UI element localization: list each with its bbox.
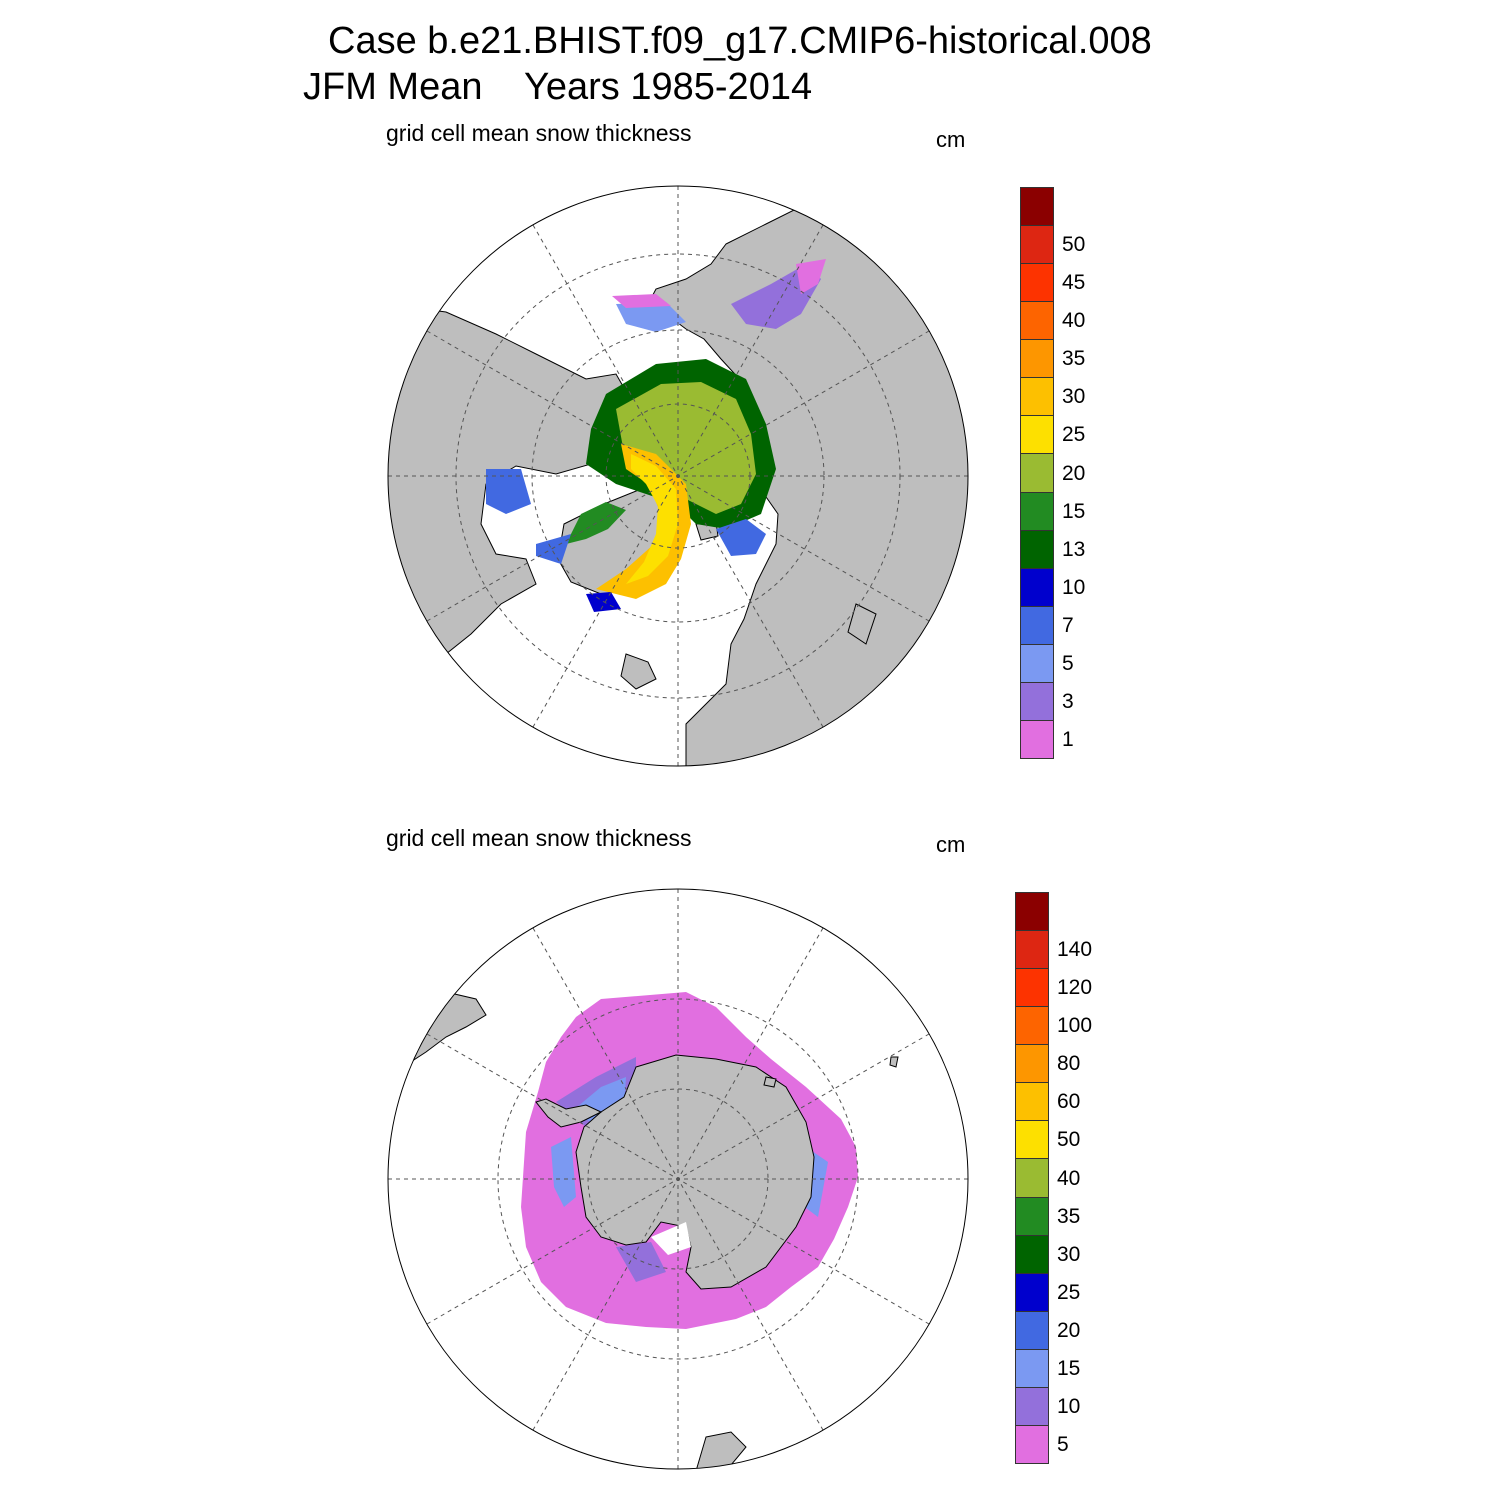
antarctic-graticule	[388, 889, 968, 1469]
arctic-colorbar-tick-label: 25	[1062, 423, 1086, 447]
arctic-panel-label: grid cell mean snow thickness	[386, 120, 692, 146]
arctic-colorbar-swatch	[1020, 529, 1054, 569]
arctic-colorbar-swatch	[1020, 415, 1054, 455]
years-label: Years 1985-2014	[524, 66, 813, 108]
antarctic-colorbar-tick-label: 120	[1057, 976, 1093, 1000]
antarctic-colorbar: 5 10 15 20 25 30 35 40 50 60 80 100 120 140	[1015, 892, 1115, 1464]
arctic-colorbar-tick-label: 40	[1062, 309, 1086, 333]
antarctic-colorbar-tick-label: 5	[1057, 1432, 1069, 1456]
antarctic-colorbar-tick-label: 10	[1057, 1394, 1081, 1418]
antarctic-colorbar-tick-label: 100	[1057, 1014, 1093, 1038]
arctic-colorbar-swatch	[1020, 339, 1054, 379]
antarctic-colorbar-tick-label: 20	[1057, 1318, 1081, 1342]
arctic-colorbar-swatch	[1020, 567, 1054, 607]
arctic-colorbar-tick-label: 20	[1062, 461, 1086, 485]
arctic-colorbar-tick-label: 45	[1062, 271, 1086, 295]
arctic-colorbar-swatch	[1020, 681, 1054, 721]
arctic-colorbar-tick-label: 1	[1062, 727, 1074, 751]
antarctic-colorbar-swatch	[1015, 892, 1049, 932]
antarctic-colorbar-tick-label: 30	[1057, 1242, 1081, 1266]
antarctic-colorbar-tick-label: 35	[1057, 1204, 1081, 1228]
arctic-colorbar-tick-label: 35	[1062, 347, 1086, 371]
antarctic-colorbar-swatch	[1015, 1310, 1049, 1350]
arctic-colorbar-tick-label: 50	[1062, 233, 1086, 257]
antarctic-colorbar-swatch	[1015, 1196, 1049, 1236]
antarctic-colorbar-tick-label: 80	[1057, 1052, 1081, 1076]
antarctic-colorbar-swatch	[1015, 1006, 1049, 1046]
arctic-colorbar-tick-label: 3	[1062, 689, 1074, 713]
antarctic-colorbar-swatch	[1015, 968, 1049, 1008]
antarctic-colorbar-tick-label: 15	[1057, 1356, 1081, 1380]
antarctic-colorbar-swatch	[1015, 1120, 1049, 1160]
figure-title-period: JFM Mean Years 1985-2014	[303, 68, 812, 106]
antarctic-colorbar-swatch	[1015, 1082, 1049, 1122]
antarctic-colorbar-swatch	[1015, 930, 1049, 970]
arctic-colorbar-swatch	[1020, 225, 1054, 265]
arctic-map-border	[387, 185, 969, 767]
antarctic-colorbar-swatch	[1015, 1234, 1049, 1274]
antarctic-colorbar-tick-label: 40	[1057, 1166, 1081, 1190]
arctic-colorbar-tick-label: 13	[1062, 537, 1086, 561]
antarctic-colorbar-tick-label: 50	[1057, 1128, 1081, 1152]
antarctic-colorbar-swatch	[1015, 1044, 1049, 1084]
arctic-colorbar-swatch	[1020, 301, 1054, 341]
arctic-colorbar-swatch	[1020, 643, 1054, 683]
antarctic-polar-map	[387, 888, 969, 1470]
antarctic-colorbar-swatch	[1015, 1348, 1049, 1388]
arctic-units-label: cm	[936, 127, 966, 152]
arctic-colorbar-swatch	[1020, 263, 1054, 303]
arctic-colorbar-swatch	[1020, 719, 1054, 759]
arctic-graticule	[388, 186, 968, 766]
arctic-colorbar-tick-label: 15	[1062, 499, 1086, 523]
arctic-colorbar-tick-label: 10	[1062, 575, 1086, 599]
antarctic-colorbar-tick-label: 60	[1057, 1090, 1081, 1114]
arctic-colorbar-swatch	[1020, 491, 1054, 531]
arctic-polar-map	[387, 185, 969, 767]
arctic-land	[388, 203, 968, 766]
season-label: JFM Mean	[303, 66, 483, 108]
arctic-snow-field	[486, 259, 826, 612]
arctic-colorbar-swatch	[1020, 605, 1054, 645]
arctic-colorbar-tick-label: 5	[1062, 651, 1074, 675]
arctic-colorbar-tick-label: 7	[1062, 613, 1074, 637]
figure-title-case: Case b.e21.BHIST.f09_g17.CMIP6-historica…	[328, 20, 1152, 62]
arctic-colorbar-swatch	[1020, 377, 1054, 417]
arctic-colorbar: 1 3 5 7 10 13 15 20 25 30 35 40 45 50	[1020, 187, 1120, 759]
arctic-colorbar-swatch	[1020, 453, 1054, 493]
antarctic-colorbar-tick-label: 25	[1057, 1280, 1081, 1304]
antarctic-colorbar-swatch	[1015, 1272, 1049, 1312]
arctic-colorbar-tick-label: 30	[1062, 385, 1086, 409]
antarctic-panel-label: grid cell mean snow thickness	[386, 825, 692, 851]
antarctic-colorbar-tick-label: 140	[1057, 938, 1093, 962]
antarctic-colorbar-swatch	[1015, 1386, 1049, 1426]
antarctic-units-label: cm	[936, 832, 966, 857]
antarctic-colorbar-swatch	[1015, 1424, 1049, 1464]
antarctic-colorbar-swatch	[1015, 1158, 1049, 1198]
antarctic-map-border	[387, 888, 969, 1470]
arctic-colorbar-swatch	[1020, 187, 1054, 227]
